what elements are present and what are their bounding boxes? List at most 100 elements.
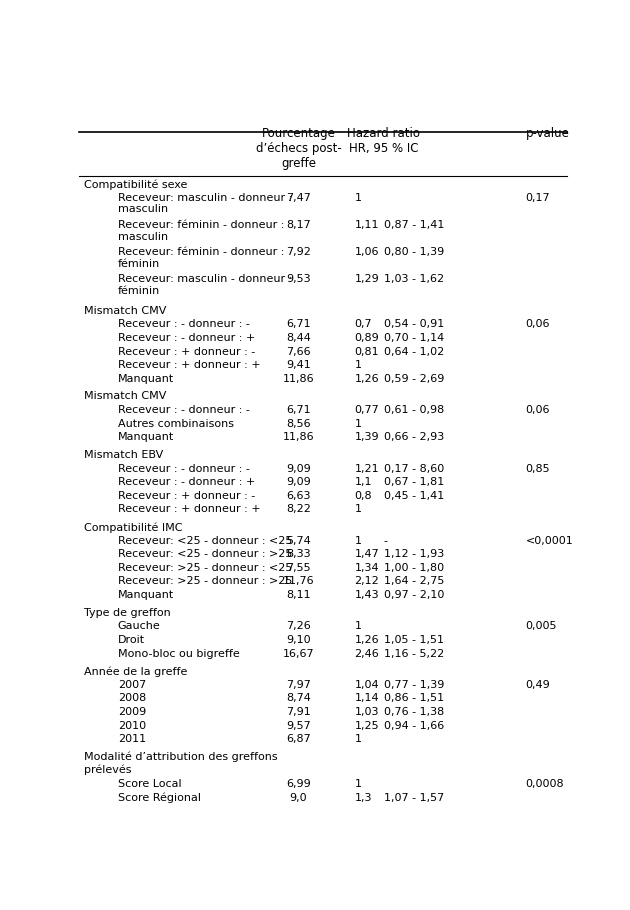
Text: 1: 1 [355, 622, 362, 632]
Text: 1: 1 [355, 193, 362, 203]
Text: 1,64 - 2,75: 1,64 - 2,75 [384, 577, 444, 587]
Text: Score Local: Score Local [118, 779, 181, 789]
Text: 7,55: 7,55 [286, 563, 311, 573]
Text: 0,77: 0,77 [355, 405, 379, 415]
Text: 2009: 2009 [118, 707, 146, 717]
Text: 8,56: 8,56 [286, 419, 311, 429]
Text: 1,3: 1,3 [355, 793, 372, 803]
Text: 0,005: 0,005 [525, 622, 557, 632]
Text: Receveur: masculin - donneur :
féminin: Receveur: masculin - donneur : féminin [118, 275, 292, 296]
Text: 1,00 - 1,80: 1,00 - 1,80 [384, 563, 444, 573]
Text: 1: 1 [355, 779, 362, 789]
Text: 1,05 - 1,51: 1,05 - 1,51 [384, 635, 444, 645]
Text: 1,1: 1,1 [355, 477, 372, 487]
Text: Receveur : - donneur : -: Receveur : - donneur : - [118, 463, 249, 473]
Text: 0,86 - 1,51: 0,86 - 1,51 [384, 693, 444, 703]
Text: 8,11: 8,11 [286, 590, 311, 600]
Text: 8,33: 8,33 [286, 550, 311, 560]
Text: 11,86: 11,86 [283, 374, 314, 384]
Text: 0,64 - 1,02: 0,64 - 1,02 [384, 347, 444, 357]
Text: 0,80 - 1,39: 0,80 - 1,39 [384, 248, 444, 258]
Text: 7,91: 7,91 [286, 707, 311, 717]
Text: 8,74: 8,74 [286, 693, 311, 703]
Text: 1: 1 [355, 536, 362, 546]
Text: 1,03: 1,03 [355, 707, 379, 717]
Text: Receveur : - donneur : -: Receveur : - donneur : - [118, 405, 249, 415]
Text: 6,63: 6,63 [286, 490, 311, 500]
Text: 0,17: 0,17 [525, 193, 550, 203]
Text: Receveur : - donneur : +: Receveur : - donneur : + [118, 333, 255, 343]
Text: 0,8: 0,8 [355, 490, 372, 500]
Text: 0,94 - 1,66: 0,94 - 1,66 [384, 721, 444, 731]
Text: 6,71: 6,71 [286, 405, 311, 415]
Text: Mono-bloc ou bigreffe: Mono-bloc ou bigreffe [118, 649, 239, 659]
Text: 0,76 - 1,38: 0,76 - 1,38 [384, 707, 444, 717]
Text: 1: 1 [355, 360, 362, 370]
Text: 1: 1 [355, 734, 362, 744]
Text: 0,77 - 1,39: 0,77 - 1,39 [384, 680, 444, 690]
Text: Mismatch CMV: Mismatch CMV [84, 391, 166, 401]
Text: 6,99: 6,99 [286, 779, 311, 789]
Text: 1,21: 1,21 [355, 463, 379, 473]
Text: Receveur: >25 - donneur : >25: Receveur: >25 - donneur : >25 [118, 577, 292, 587]
Text: 0,45 - 1,41: 0,45 - 1,41 [384, 490, 444, 500]
Text: 1,06: 1,06 [355, 248, 379, 258]
Text: 5,74: 5,74 [286, 536, 311, 546]
Text: 7,26: 7,26 [286, 622, 311, 632]
Text: 1,11: 1,11 [355, 220, 379, 230]
Text: Receveur : + donneur : -: Receveur : + donneur : - [118, 490, 255, 500]
Text: Receveur: <25 - donneur : <25: Receveur: <25 - donneur : <25 [118, 536, 292, 546]
Text: Année de la greffe: Année de la greffe [84, 666, 187, 677]
Text: p-value: p-value [525, 126, 570, 140]
Text: 7,47: 7,47 [286, 193, 311, 203]
Text: 0,61 - 0,98: 0,61 - 0,98 [384, 405, 444, 415]
Text: Receveur: <25 - donneur : >25: Receveur: <25 - donneur : >25 [118, 550, 292, 560]
Text: 1,26: 1,26 [355, 374, 379, 384]
Text: 11,86: 11,86 [283, 432, 314, 442]
Text: Receveur : + donneur : -: Receveur : + donneur : - [118, 347, 255, 357]
Text: 2010: 2010 [118, 721, 146, 731]
Text: 0,06: 0,06 [525, 405, 550, 415]
Text: Receveur: masculin - donneur :
masculin: Receveur: masculin - donneur : masculin [118, 193, 292, 215]
Text: 1,07 - 1,57: 1,07 - 1,57 [384, 793, 444, 803]
Text: 0,54 - 0,91: 0,54 - 0,91 [384, 319, 444, 329]
Text: 8,44: 8,44 [286, 333, 311, 343]
Text: 1,14: 1,14 [355, 693, 379, 703]
Text: 1,43: 1,43 [355, 590, 379, 600]
Text: 1,25: 1,25 [355, 721, 379, 731]
Text: 7,66: 7,66 [286, 347, 311, 357]
Text: 1,47: 1,47 [355, 550, 379, 560]
Text: Compatibilité sexe: Compatibilité sexe [84, 179, 187, 190]
Text: 7,92: 7,92 [286, 248, 311, 258]
Text: Pourcentage
d’échecs post-
greffe: Pourcentage d’échecs post- greffe [256, 126, 341, 170]
Text: 8,22: 8,22 [286, 504, 311, 514]
Text: 16,67: 16,67 [283, 649, 314, 659]
Text: 0,66 - 2,93: 0,66 - 2,93 [384, 432, 444, 442]
Text: 0,87 - 1,41: 0,87 - 1,41 [384, 220, 444, 230]
Text: 0,59 - 2,69: 0,59 - 2,69 [384, 374, 444, 384]
Text: 1,16 - 5,22: 1,16 - 5,22 [384, 649, 444, 659]
Text: 0,85: 0,85 [525, 463, 550, 473]
Text: 6,71: 6,71 [286, 319, 311, 329]
Text: -: - [384, 536, 388, 546]
Text: 2,46: 2,46 [355, 649, 379, 659]
Text: 1,34: 1,34 [355, 563, 379, 573]
Text: 7,97: 7,97 [286, 680, 311, 690]
Text: Gauche: Gauche [118, 622, 161, 632]
Text: Mismatch CMV: Mismatch CMV [84, 306, 166, 316]
Text: Receveur : - donneur : +: Receveur : - donneur : + [118, 477, 255, 487]
Text: 2,12: 2,12 [355, 577, 379, 587]
Text: 6,87: 6,87 [286, 734, 311, 744]
Text: 0,89: 0,89 [355, 333, 379, 343]
Text: Droit: Droit [118, 635, 145, 645]
Text: 0,06: 0,06 [525, 319, 550, 329]
Text: 2011: 2011 [118, 734, 146, 744]
Text: Score Régional: Score Régional [118, 793, 201, 804]
Text: 0,70 - 1,14: 0,70 - 1,14 [384, 333, 444, 343]
Text: Receveur : + donneur : +: Receveur : + donneur : + [118, 360, 260, 370]
Text: 0,67 - 1,81: 0,67 - 1,81 [384, 477, 444, 487]
Text: Receveur: >25 - donneur : <25: Receveur: >25 - donneur : <25 [118, 563, 292, 573]
Text: 0,7: 0,7 [355, 319, 372, 329]
Text: Compatibilité IMC: Compatibilité IMC [84, 522, 182, 532]
Text: Manquant: Manquant [118, 432, 174, 442]
